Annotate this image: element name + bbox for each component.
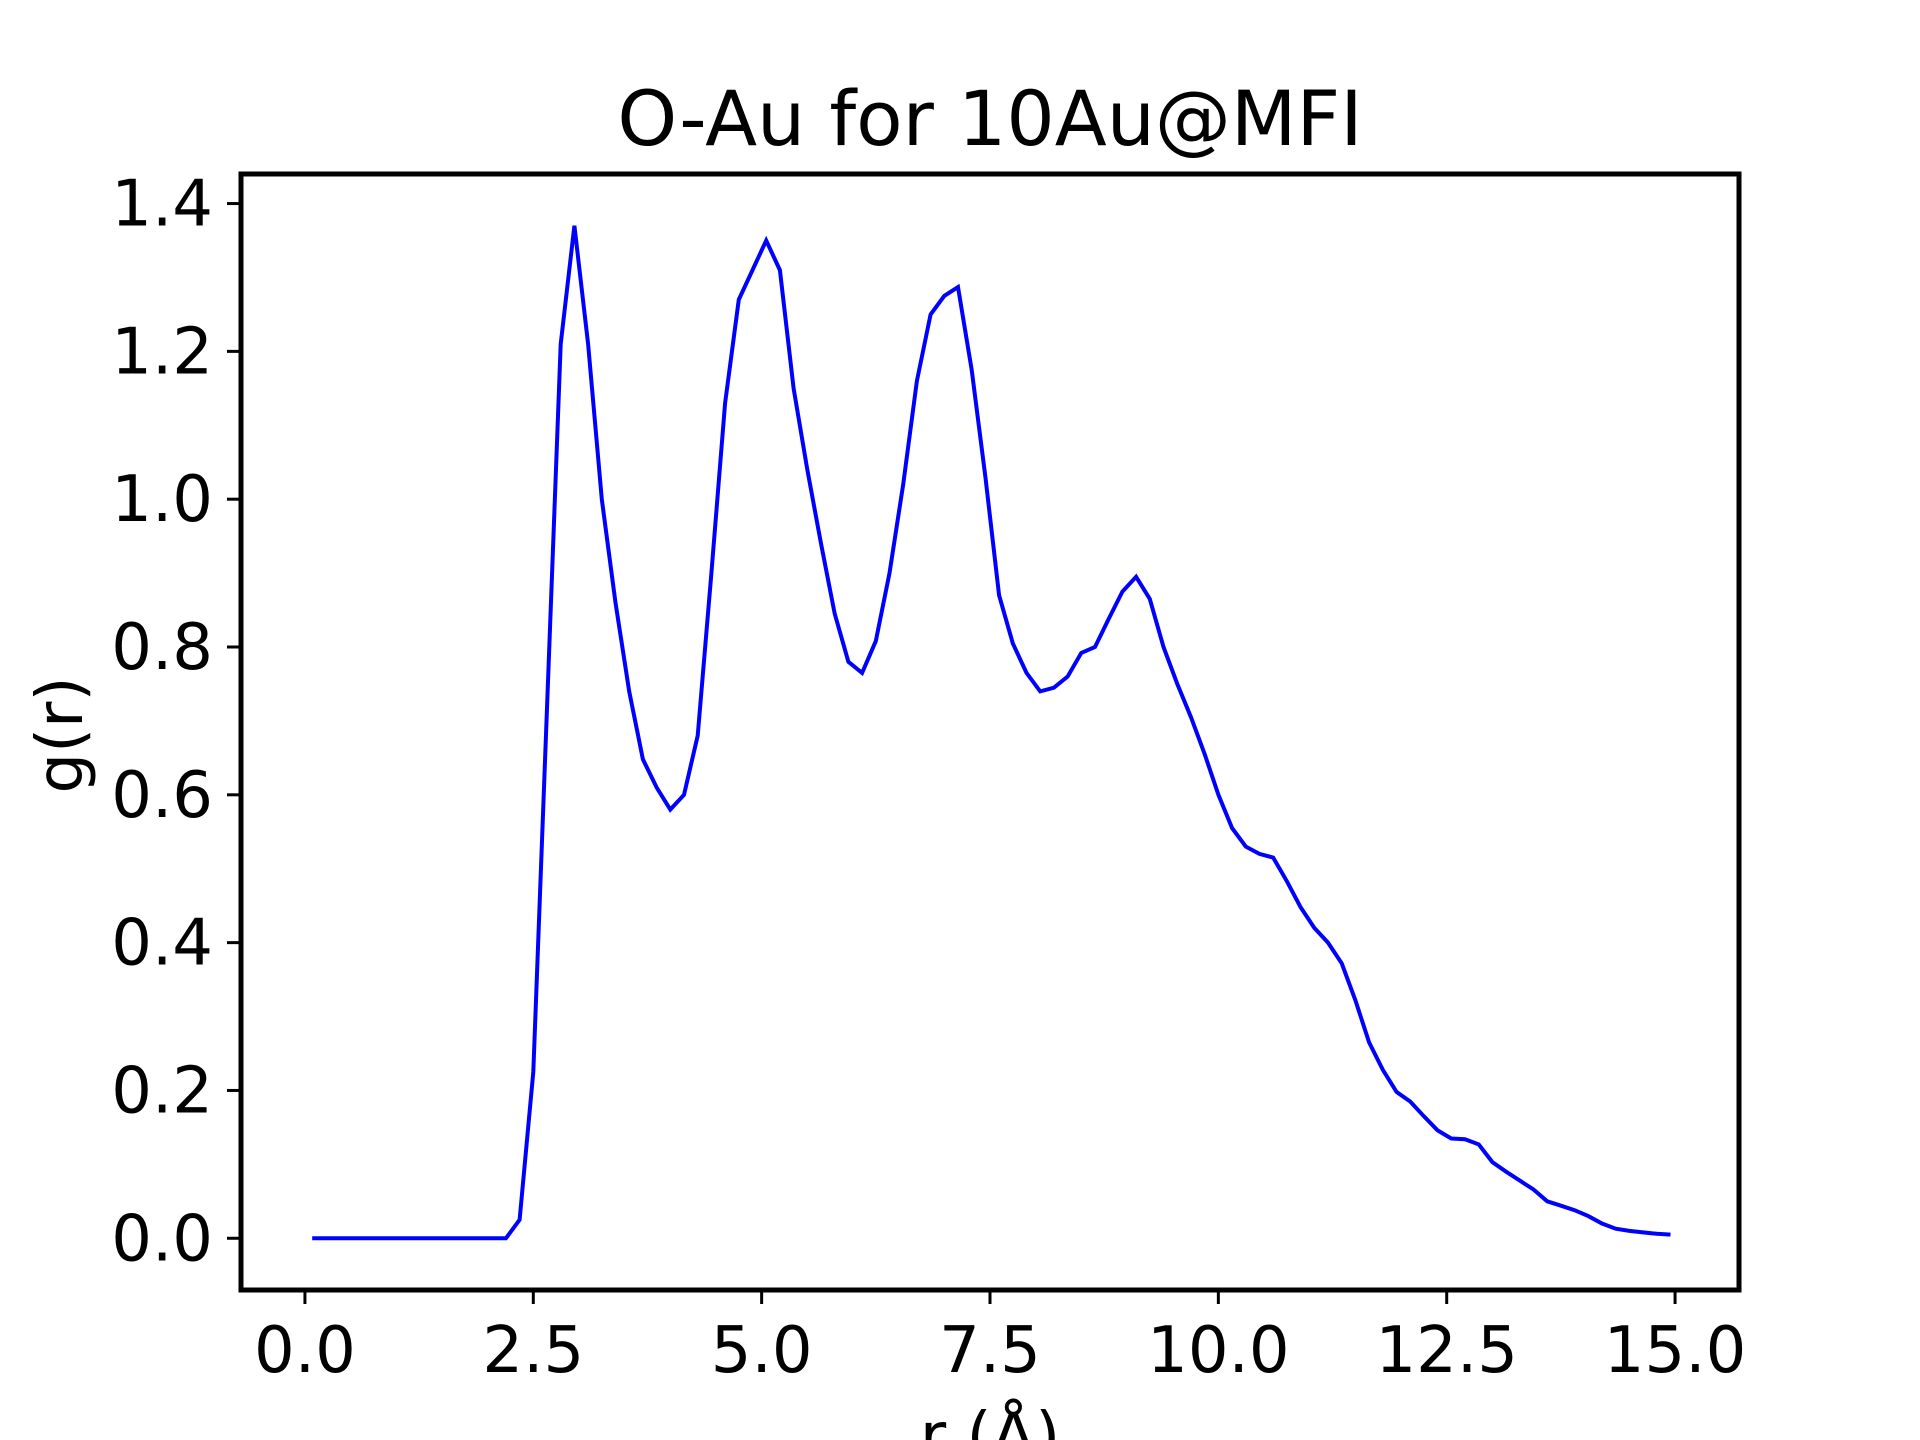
y-tick-label: 0.4	[111, 907, 213, 981]
x-tick-label: 15.0	[1604, 1314, 1747, 1388]
x-tick-label: 12.5	[1375, 1314, 1518, 1388]
series-line	[312, 225, 1671, 1241]
plot-frame	[238, 171, 1742, 1293]
x-tick-label: 7.5	[939, 1314, 1041, 1388]
y-tick-label: 1.2	[111, 315, 213, 389]
y-axis-label: g(r)	[24, 677, 98, 794]
y-tick-label: 0.0	[111, 1202, 213, 1276]
y-tick-label: 0.8	[111, 611, 213, 685]
y-tick-label: 0.6	[111, 759, 213, 833]
x-axis-label: r (Å)	[920, 1398, 1060, 1440]
x-tick-label: 2.5	[482, 1314, 584, 1388]
y-tick-label: 0.2	[111, 1054, 213, 1128]
y-axis-ticks: 0.0 0.2 0.4 0.6 0.8 1.0 1.2 1.4	[111, 168, 241, 1276]
x-tick-label: 0.0	[254, 1314, 356, 1388]
y-tick-label: 1.4	[111, 168, 213, 242]
chart-title: O-Au for 10Au@MFI	[617, 74, 1362, 163]
x-tick-label: 5.0	[711, 1314, 813, 1388]
y-tick-label: 1.0	[111, 463, 213, 537]
x-tick-label: 10.0	[1147, 1314, 1290, 1388]
x-axis-ticks: 0.0 2.5 5.0 7.5 10.0 12.5 15.0	[254, 1290, 1746, 1388]
